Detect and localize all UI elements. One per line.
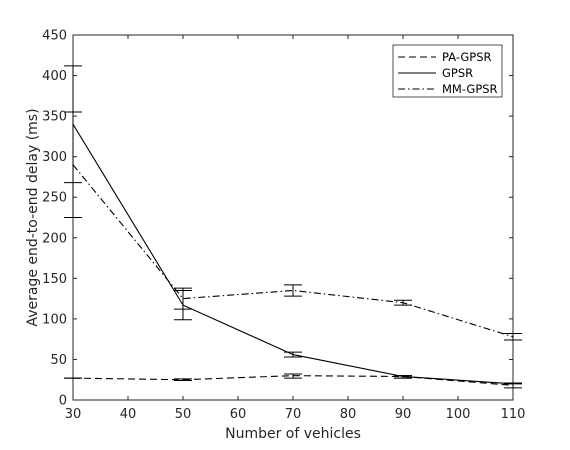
x-tick-label: 30 (65, 407, 82, 422)
y-axis-ticks: 0 50 100 150 200 250 300 350 400 450 (42, 29, 513, 409)
y-tick-label: 150 (42, 272, 67, 287)
x-tick-label: 100 (446, 407, 471, 422)
y-tick-label: 300 (42, 150, 67, 165)
x-tick-label: 70 (285, 407, 302, 422)
y-tick-label: 100 (42, 312, 67, 327)
y-tick-label: 50 (50, 353, 67, 368)
error-bar-gpsr (394, 375, 412, 379)
error-bar-mm-gpsr (174, 287, 192, 310)
error-bar-mm-gpsr (394, 299, 412, 306)
x-tick-label: 80 (340, 407, 357, 422)
x-tick-label: 90 (395, 407, 412, 422)
legend-label-gpsr: GPSR (442, 66, 473, 80)
x-tick-label: 60 (230, 407, 247, 422)
error-bar-mm-gpsr (64, 111, 82, 218)
error-bar-gpsr (284, 351, 302, 358)
y-tick-label: 250 (42, 191, 67, 206)
x-tick-label: 110 (501, 407, 526, 422)
legend: PA-GPSR GPSR MM-GPSR (392, 44, 503, 98)
y-tick-label: 200 (42, 231, 67, 246)
y-tick-label: 450 (42, 29, 67, 44)
errorbar-layer (64, 65, 522, 389)
y-tick-label: 0 (59, 394, 67, 409)
x-axis-ticks: 30 40 50 60 70 80 90 100 110 (65, 35, 526, 422)
x-axis-label: Number of vehicles (225, 426, 361, 442)
error-bar-mm-gpsr (504, 332, 522, 341)
legend-box (392, 44, 503, 98)
x-tick-label: 50 (175, 407, 192, 422)
y-tick-label: 350 (42, 110, 67, 125)
y-axis-label: Average end-to-end delay (ms) (25, 108, 41, 326)
error-bar-pa-gpsr (174, 378, 192, 382)
error-bar-pa-gpsr (284, 373, 302, 379)
legend-label-pa-gpsr: PA-GPSR (442, 50, 492, 64)
error-bar-mm-gpsr (284, 284, 302, 297)
x-tick-label: 40 (120, 407, 137, 422)
y-tick-label: 400 (42, 69, 67, 84)
legend-label-mm-gpsr: MM-GPSR (442, 82, 498, 96)
